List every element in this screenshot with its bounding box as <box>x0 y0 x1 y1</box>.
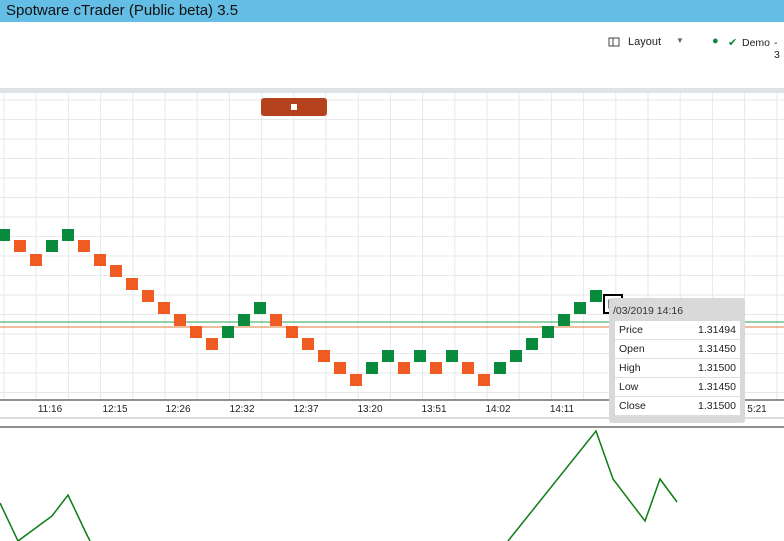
layout-icon <box>608 37 620 47</box>
renko-brick <box>30 254 42 266</box>
tooltip-value: 1.31450 <box>698 381 736 393</box>
renko-brick <box>462 362 474 374</box>
renko-brick <box>302 338 314 350</box>
tooltip-row: Price 1.31494 <box>615 321 740 340</box>
time-label: 13:51 <box>421 404 446 415</box>
time-label: 13:20 <box>357 404 382 415</box>
tooltip-label: Close <box>619 400 646 412</box>
tooltip-row: Close 1.31500 <box>615 397 740 416</box>
renko-brick <box>206 338 218 350</box>
renko-brick <box>510 350 522 362</box>
tooltip-label: High <box>619 362 641 374</box>
renko-brick <box>382 350 394 362</box>
renko-brick <box>414 350 426 362</box>
renko-brick <box>254 302 266 314</box>
tooltip-value: 1.31500 <box>698 362 736 374</box>
renko-brick <box>126 278 138 290</box>
toolbar: Layout ▼ ● ✔ Demo - 3 <box>0 22 784 88</box>
account-suffix: - 3 <box>774 37 780 61</box>
renko-brick <box>542 326 554 338</box>
renko-brick <box>590 290 602 302</box>
panel-toggle-icon <box>291 104 297 110</box>
renko-brick <box>110 265 122 277</box>
time-label: 12:37 <box>293 404 318 415</box>
tooltip-row: High 1.31500 <box>615 359 740 378</box>
tooltip-label: Open <box>619 343 645 355</box>
renko-brick <box>270 314 282 326</box>
renko-brick <box>46 240 58 252</box>
renko-brick <box>398 362 410 374</box>
renko-brick <box>158 302 170 314</box>
tooltip-row: Open 1.31450 <box>615 340 740 359</box>
renko-brick <box>94 254 106 266</box>
renko-brick <box>14 240 26 252</box>
tooltip: /03/2019 14:16 Price 1.31494 Open 1.31450 Hi… <box>609 298 745 423</box>
time-label: 11:16 <box>38 404 63 415</box>
tooltip-header: /03/2019 14:16 <box>613 305 684 317</box>
window-title: Spotware cTrader (Public beta) 3.5 <box>0 0 784 22</box>
renko-brick <box>78 240 90 252</box>
dropdown-arrow[interactable]: ▼ <box>676 36 684 45</box>
time-label: 12:32 <box>229 404 254 415</box>
renko-brick <box>0 229 10 241</box>
time-label: 14:11 <box>550 404 575 415</box>
check-icon: ✔ <box>728 37 738 49</box>
time-label: 12:15 <box>102 404 127 415</box>
tooltip-row: Low 1.31450 <box>615 378 740 397</box>
renko-brick <box>318 350 330 362</box>
status-dot: ● <box>712 35 719 47</box>
renko-brick <box>350 374 362 386</box>
time-label: 5:21 <box>747 404 767 415</box>
renko-brick <box>558 314 570 326</box>
tooltip-value: 1.31500 <box>698 400 736 412</box>
renko-brick <box>526 338 538 350</box>
renko-brick <box>446 350 458 362</box>
renko-brick <box>174 314 186 326</box>
renko-brick <box>286 326 298 338</box>
renko-brick <box>430 362 442 374</box>
tooltip-label: Low <box>619 381 639 393</box>
renko-brick <box>574 302 586 314</box>
renko-brick <box>222 326 234 338</box>
renko-brick <box>366 362 378 374</box>
renko-brick <box>190 326 202 338</box>
renko-brick <box>238 314 250 326</box>
chart-area: 11:16 12:15 12:26 12:32 12:37 13:20 13:51 14:02… <box>0 93 784 541</box>
renko-brick <box>494 362 506 374</box>
renko-brick <box>334 362 346 374</box>
tooltip-value: 1.31494 <box>698 324 736 336</box>
time-label: 14:02 <box>485 404 510 415</box>
tooltip-label: Price <box>619 324 643 336</box>
indicator-line <box>0 493 91 541</box>
tooltip-value: 1.31450 <box>698 343 736 355</box>
renko-brick <box>478 374 490 386</box>
renko-brick <box>142 290 154 302</box>
renko-brick <box>62 229 74 241</box>
separator <box>0 88 784 93</box>
indicator-line <box>507 429 678 541</box>
time-label: 12:26 <box>165 404 190 415</box>
account-button[interactable]: Demo <box>742 37 771 49</box>
layout-button[interactable]: Layout <box>628 36 662 48</box>
